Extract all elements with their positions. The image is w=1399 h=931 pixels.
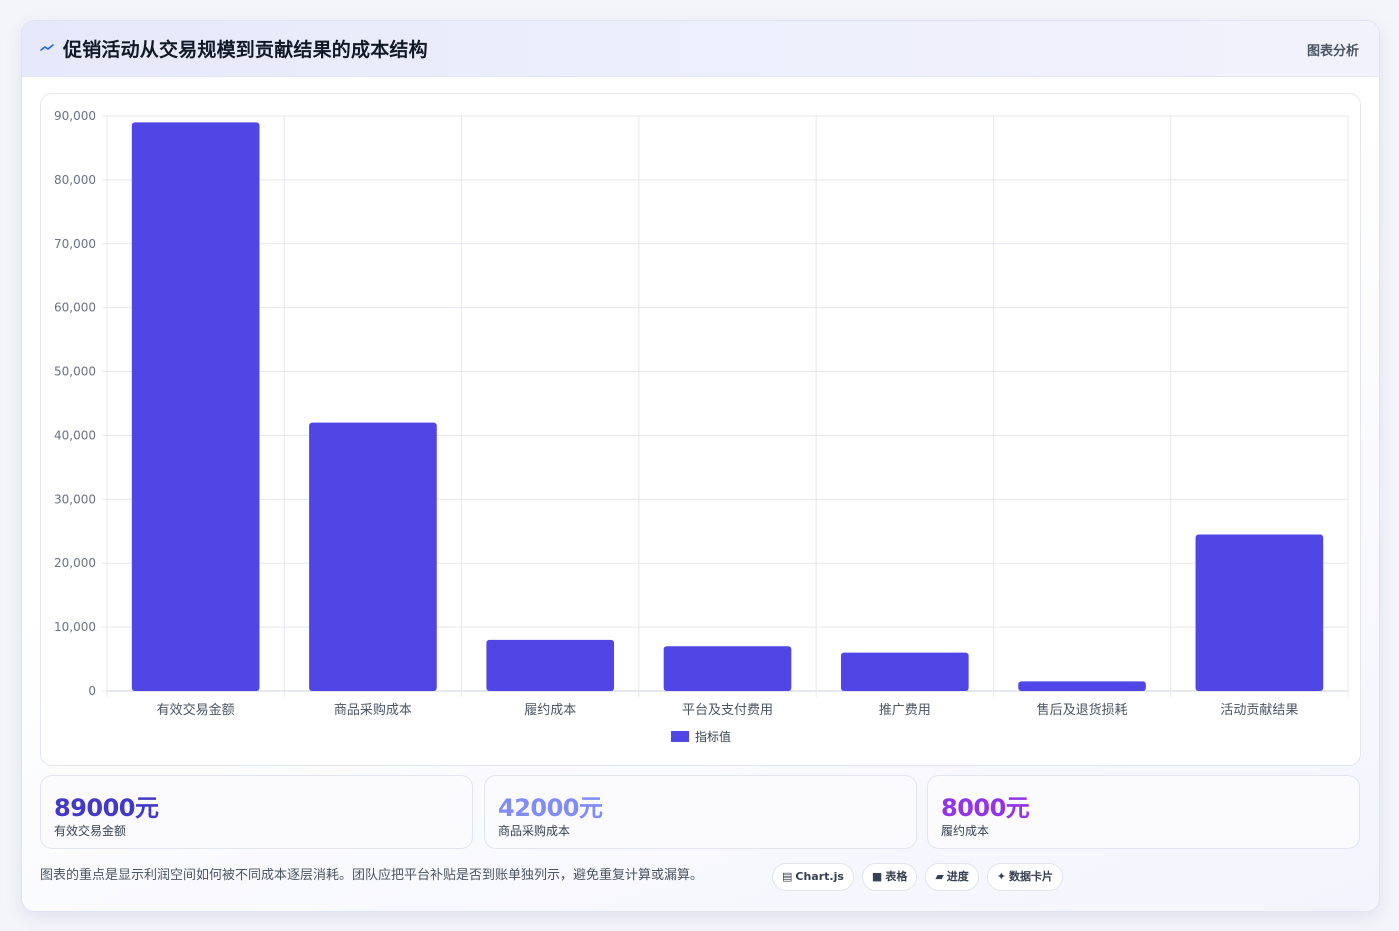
kpi-value: 8000元 [941, 794, 1030, 822]
y-tick-label: 30,000 [54, 492, 96, 506]
y-tick-label: 20,000 [54, 556, 96, 570]
kpi-card-procurement: 42000元 商品采购成本 [484, 775, 917, 849]
chart-card: 促销活动从交易规模到贡献结果的成本结构 图表分析 0 10,000 20,000 30… [21, 20, 1380, 912]
kpi-value: 42000元 [498, 794, 603, 822]
y-tick-label: 90,000 [54, 109, 96, 123]
data-card-icon: ✦ [996, 870, 1007, 883]
kpi-card-fulfillment: 8000元 履约成本 [927, 775, 1360, 849]
progress-icon: ▰ [935, 870, 944, 883]
legend-swatch [671, 731, 689, 742]
chip-progress[interactable]: ▰ 进度 [925, 863, 979, 891]
bar [309, 422, 437, 691]
x-tick-label: 售后及退货损耗 [1037, 702, 1128, 718]
bar [1195, 534, 1324, 691]
chip-label: 数据卡片 [1009, 870, 1054, 883]
kpi-card-transaction: 89000元 有效交易金额 [40, 775, 473, 849]
kpi-label: 商品采购成本 [498, 824, 571, 838]
chart-analysis-tag[interactable]: 图表分析 [1306, 44, 1359, 59]
x-tick-label: 履约成本 [524, 703, 576, 718]
chip-chartjs[interactable]: ▤ Chart.js [772, 863, 854, 891]
kpi-label: 有效交易金额 [54, 824, 127, 838]
y-tick-label: 70,000 [54, 237, 96, 251]
bar [131, 122, 260, 691]
bar [663, 646, 792, 691]
y-tick-label: 60,000 [54, 301, 96, 315]
y-tick-label: 10,000 [54, 620, 96, 634]
x-tick-label: 商品采购成本 [334, 702, 412, 718]
chip-label: 表格 [885, 870, 908, 883]
x-tick-label: 活动贡献结果 [1220, 703, 1298, 718]
y-tick-label: 80,000 [54, 173, 96, 187]
footer-note: 图表的重点是显示利润空间如何被不同成本逐层消耗。团队应把平台补贴是否到账单独列示… [40, 868, 704, 883]
x-tick-label: 有效交易金额 [157, 702, 235, 718]
bar [1018, 681, 1146, 691]
feature-chips: ▤ Chart.js ■ 表格 ▰ 进度 ✦ 数据卡片 [772, 863, 1064, 891]
card-header: 促销活动从交易规模到贡献结果的成本结构 图表分析 [22, 21, 1379, 77]
bar-chart: 0 10,000 20,000 30,000 40,000 50,000 60,000 70,… [54, 109, 1349, 744]
y-tick-label: 40,000 [54, 428, 96, 442]
trend-line-icon [40, 44, 54, 51]
table-icon: ■ [871, 870, 883, 883]
bar [840, 652, 969, 691]
y-tick-label: 0 [88, 684, 96, 698]
page-title: 促销活动从交易规模到贡献结果的成本结构 [63, 39, 428, 61]
chart-icon: ▤ [782, 870, 793, 883]
chart-panel: 0 10,000 20,000 30,000 40,000 50,000 60,000 70,… [40, 93, 1361, 766]
bar [486, 639, 615, 691]
chip-data-card[interactable]: ✦ 数据卡片 [986, 863, 1064, 891]
x-tick-label: 推广费用 [879, 703, 931, 718]
kpi-value: 89000元 [54, 794, 159, 822]
x-tick-label: 平台及支付费用 [682, 703, 773, 718]
chip-label: Chart.js [795, 870, 844, 883]
chip-label: 进度 [946, 870, 969, 883]
chip-table[interactable]: ■ 表格 [861, 863, 918, 891]
kpi-label: 履约成本 [941, 824, 990, 838]
legend-label: 指标值 [695, 729, 731, 744]
y-tick-label: 50,000 [54, 365, 96, 379]
